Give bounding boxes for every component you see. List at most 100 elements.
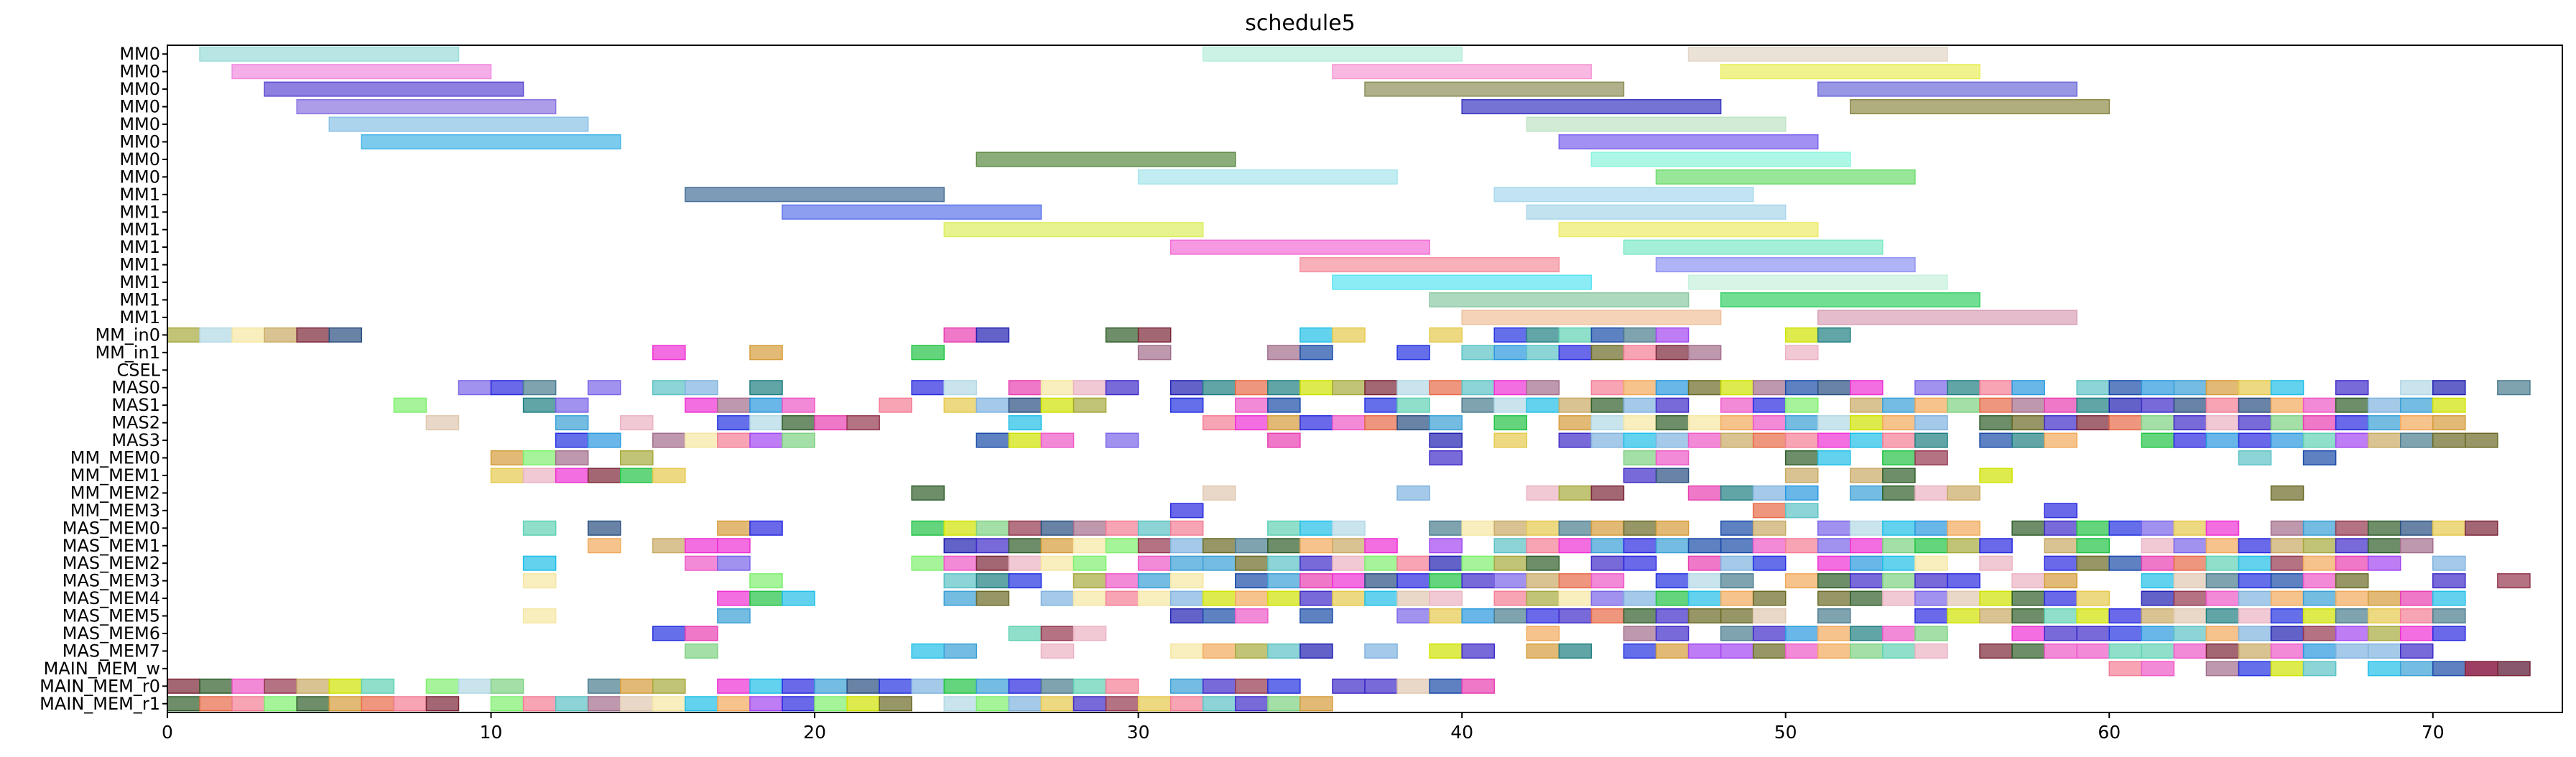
task-bar — [361, 134, 621, 149]
y-tick-label: MAS3 — [111, 430, 160, 450]
task-bar — [264, 696, 297, 712]
task-bar — [1429, 432, 1463, 448]
task-bar — [1235, 415, 1269, 431]
task-bar — [879, 397, 912, 413]
task-bar — [652, 345, 686, 361]
task-bar — [943, 696, 978, 712]
task-bar — [587, 380, 621, 396]
task-bar — [2011, 415, 2045, 431]
task-bar — [2205, 661, 2240, 677]
task-bar — [2335, 380, 2369, 396]
task-bar — [1267, 643, 1301, 659]
task-bar — [1461, 397, 1495, 413]
task-bar — [1105, 538, 1139, 554]
task-bar — [1008, 538, 1042, 554]
task-bar — [167, 327, 200, 343]
task-bar — [1817, 538, 1851, 554]
task-bar — [1235, 590, 1269, 606]
task-bar — [2076, 520, 2110, 536]
task-bar — [2044, 432, 2077, 448]
task-bar — [296, 678, 330, 694]
task-bar — [2011, 432, 2045, 448]
task-bar — [1169, 503, 1204, 519]
task-bar — [1267, 520, 1301, 536]
task-bar — [1169, 555, 1204, 571]
task-bar — [620, 415, 654, 431]
task-bar — [458, 678, 492, 694]
task-bar — [2238, 397, 2272, 413]
task-bar — [1784, 432, 1819, 448]
task-bar — [1623, 626, 1657, 641]
task-bar — [1817, 327, 1851, 343]
task-bar — [1914, 573, 1948, 589]
task-bar — [2108, 380, 2143, 396]
task-bar — [2270, 415, 2304, 431]
task-bar — [1008, 520, 1042, 536]
task-bar — [2108, 643, 2143, 659]
task-bar — [1137, 573, 1172, 589]
task-bar — [1947, 590, 1980, 606]
task-bar — [1655, 415, 1690, 431]
task-bar — [1008, 573, 1042, 589]
task-bar — [2367, 643, 2401, 659]
task-bar — [2335, 520, 2369, 536]
task-bar — [522, 608, 557, 624]
task-bar — [1817, 643, 1851, 659]
task-bar — [1979, 397, 2013, 413]
task-bar — [1687, 46, 1948, 62]
task-bar — [1137, 327, 1172, 343]
task-bar — [1429, 643, 1463, 659]
task-bar — [2270, 432, 2304, 448]
task-bar — [328, 116, 589, 132]
task-bar — [2044, 415, 2077, 431]
task-bar — [1882, 538, 1916, 554]
task-bar — [1493, 573, 1528, 589]
task-bar — [1979, 555, 2013, 571]
y-tick-label: MM0 — [119, 62, 160, 82]
task-bar — [522, 380, 557, 396]
task-bar — [1429, 415, 1463, 431]
x-tick-label: 30 — [1127, 722, 1150, 743]
task-bar — [2205, 415, 2240, 431]
x-tick-label: 50 — [1774, 722, 1797, 743]
task-bar — [1590, 397, 1625, 413]
task-bar — [522, 573, 557, 589]
task-bar — [1235, 397, 1269, 413]
task-bar — [1687, 643, 1722, 659]
task-bar — [2335, 573, 2369, 589]
task-bar — [2335, 643, 2369, 659]
task-bar — [1332, 573, 1366, 589]
task-bar — [1202, 46, 1463, 62]
task-bar — [1850, 643, 1884, 659]
task-bar — [1202, 696, 1236, 712]
task-bar — [199, 678, 233, 694]
task-bar — [167, 696, 200, 712]
task-bar — [1040, 590, 1075, 606]
task-bar — [2044, 626, 2077, 641]
task-bar — [1623, 239, 1884, 255]
task-bar — [782, 696, 815, 712]
task-bar — [1558, 345, 1593, 361]
task-bar — [2108, 520, 2143, 536]
task-bar — [1364, 678, 1398, 694]
task-bar — [1687, 538, 1722, 554]
task-bar — [1526, 380, 1560, 396]
task-bar — [2367, 590, 2401, 606]
task-bar — [2044, 538, 2077, 554]
task-bar — [2335, 415, 2369, 431]
task-bar — [1396, 415, 1430, 431]
task-bar — [1526, 626, 1560, 641]
task-bar — [1817, 415, 1851, 431]
task-bar — [2205, 432, 2240, 448]
task-bar — [1623, 432, 1657, 448]
task-bar — [2011, 573, 2045, 589]
task-bar — [1396, 380, 1430, 396]
task-bar — [1137, 590, 1172, 606]
task-bar — [1364, 380, 1398, 396]
task-bar — [1461, 678, 1495, 694]
y-tick-label: MAS2 — [111, 413, 160, 433]
task-bar — [2011, 643, 2045, 659]
task-bar — [620, 696, 654, 712]
task-bar — [1752, 555, 1787, 571]
task-bar — [2465, 432, 2498, 448]
